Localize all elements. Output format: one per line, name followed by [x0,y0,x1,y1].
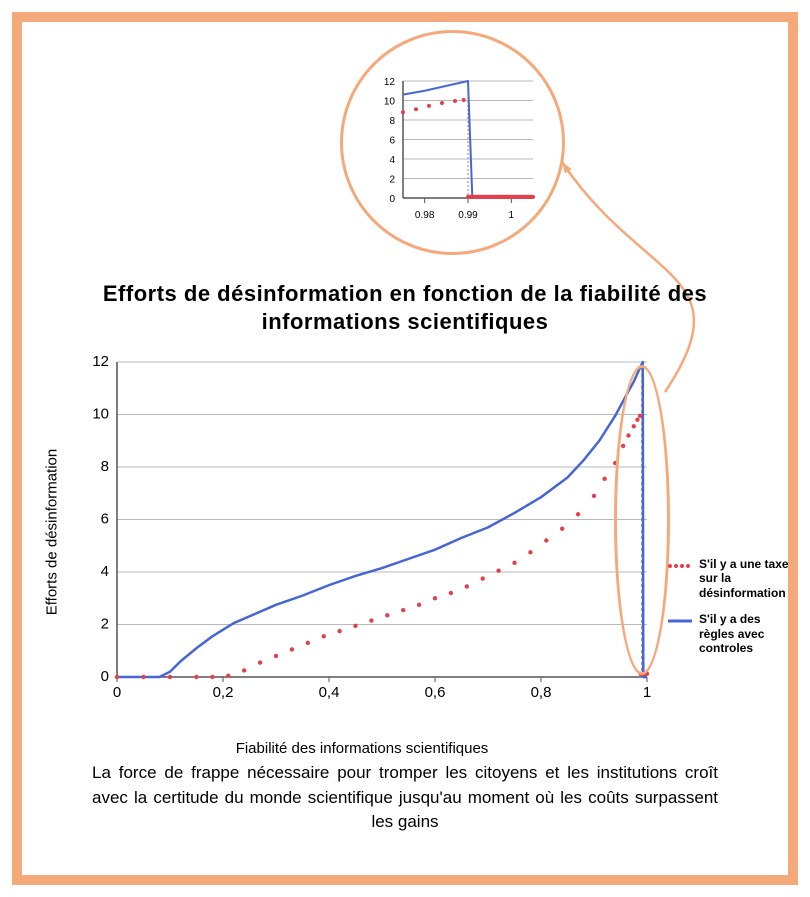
svg-text:2: 2 [389,175,395,186]
svg-text:6: 6 [389,136,395,147]
legend-swatch-dotted [667,559,693,573]
svg-text:4: 4 [389,155,395,166]
svg-text:12: 12 [92,353,109,370]
svg-text:10: 10 [384,97,396,108]
svg-text:0,8: 0,8 [531,684,552,701]
svg-text:4: 4 [101,563,109,580]
svg-text:0: 0 [389,194,395,205]
legend-swatch-solid [667,614,693,628]
main-chart-area: Efforts de désinformation 02468101200,20… [62,352,662,712]
svg-text:0: 0 [101,668,109,685]
main-chart: 0 2 4 6 8 10 12 0 0,2 0,4 0,6 0,8 1 [62,352,662,712]
svg-text:8: 8 [389,116,395,127]
svg-text:0.99: 0.99 [458,210,478,221]
svg-text:0,2: 0,2 [213,684,234,701]
inset-chart: 0 2 4 6 8 10 12 0.98 0.99 1 [373,73,543,223]
svg-text:8: 8 [101,458,109,475]
legend-item-controles: S'il y a des règles avec controles [667,612,797,655]
svg-text:0,4: 0,4 [319,684,340,701]
caption: La force de frappe nécessaire pour tromp… [92,761,718,835]
legend-item-taxe: S'il y a une taxe sur la désinformation [667,557,797,600]
chart-title: Efforts de désinformation en fonction de… [102,280,708,335]
legend-label-taxe: S'il y a une taxe sur la désinformation [699,557,797,600]
x-axis-label: Fiabilité des informations scientifiques [236,740,489,757]
svg-text:10: 10 [92,406,109,423]
y-axis-label: Efforts de désinformation [44,449,61,615]
svg-text:12: 12 [384,77,396,88]
inset-zoom-circle: 0 2 4 6 8 10 12 0.98 0.99 1 [340,30,565,255]
svg-text:0: 0 [113,684,121,701]
svg-text:1: 1 [643,684,651,701]
legend-label-controles: S'il y a des règles avec controles [699,612,797,655]
frame: 0246810120.980.991 Efforts de désinforma… [12,12,798,885]
svg-text:2: 2 [101,616,109,633]
svg-text:6: 6 [101,511,109,528]
svg-text:0,6: 0,6 [425,684,446,701]
svg-text:1: 1 [509,210,515,221]
legend: S'il y a une taxe sur la désinformation … [667,557,797,667]
svg-text:0.98: 0.98 [415,210,435,221]
